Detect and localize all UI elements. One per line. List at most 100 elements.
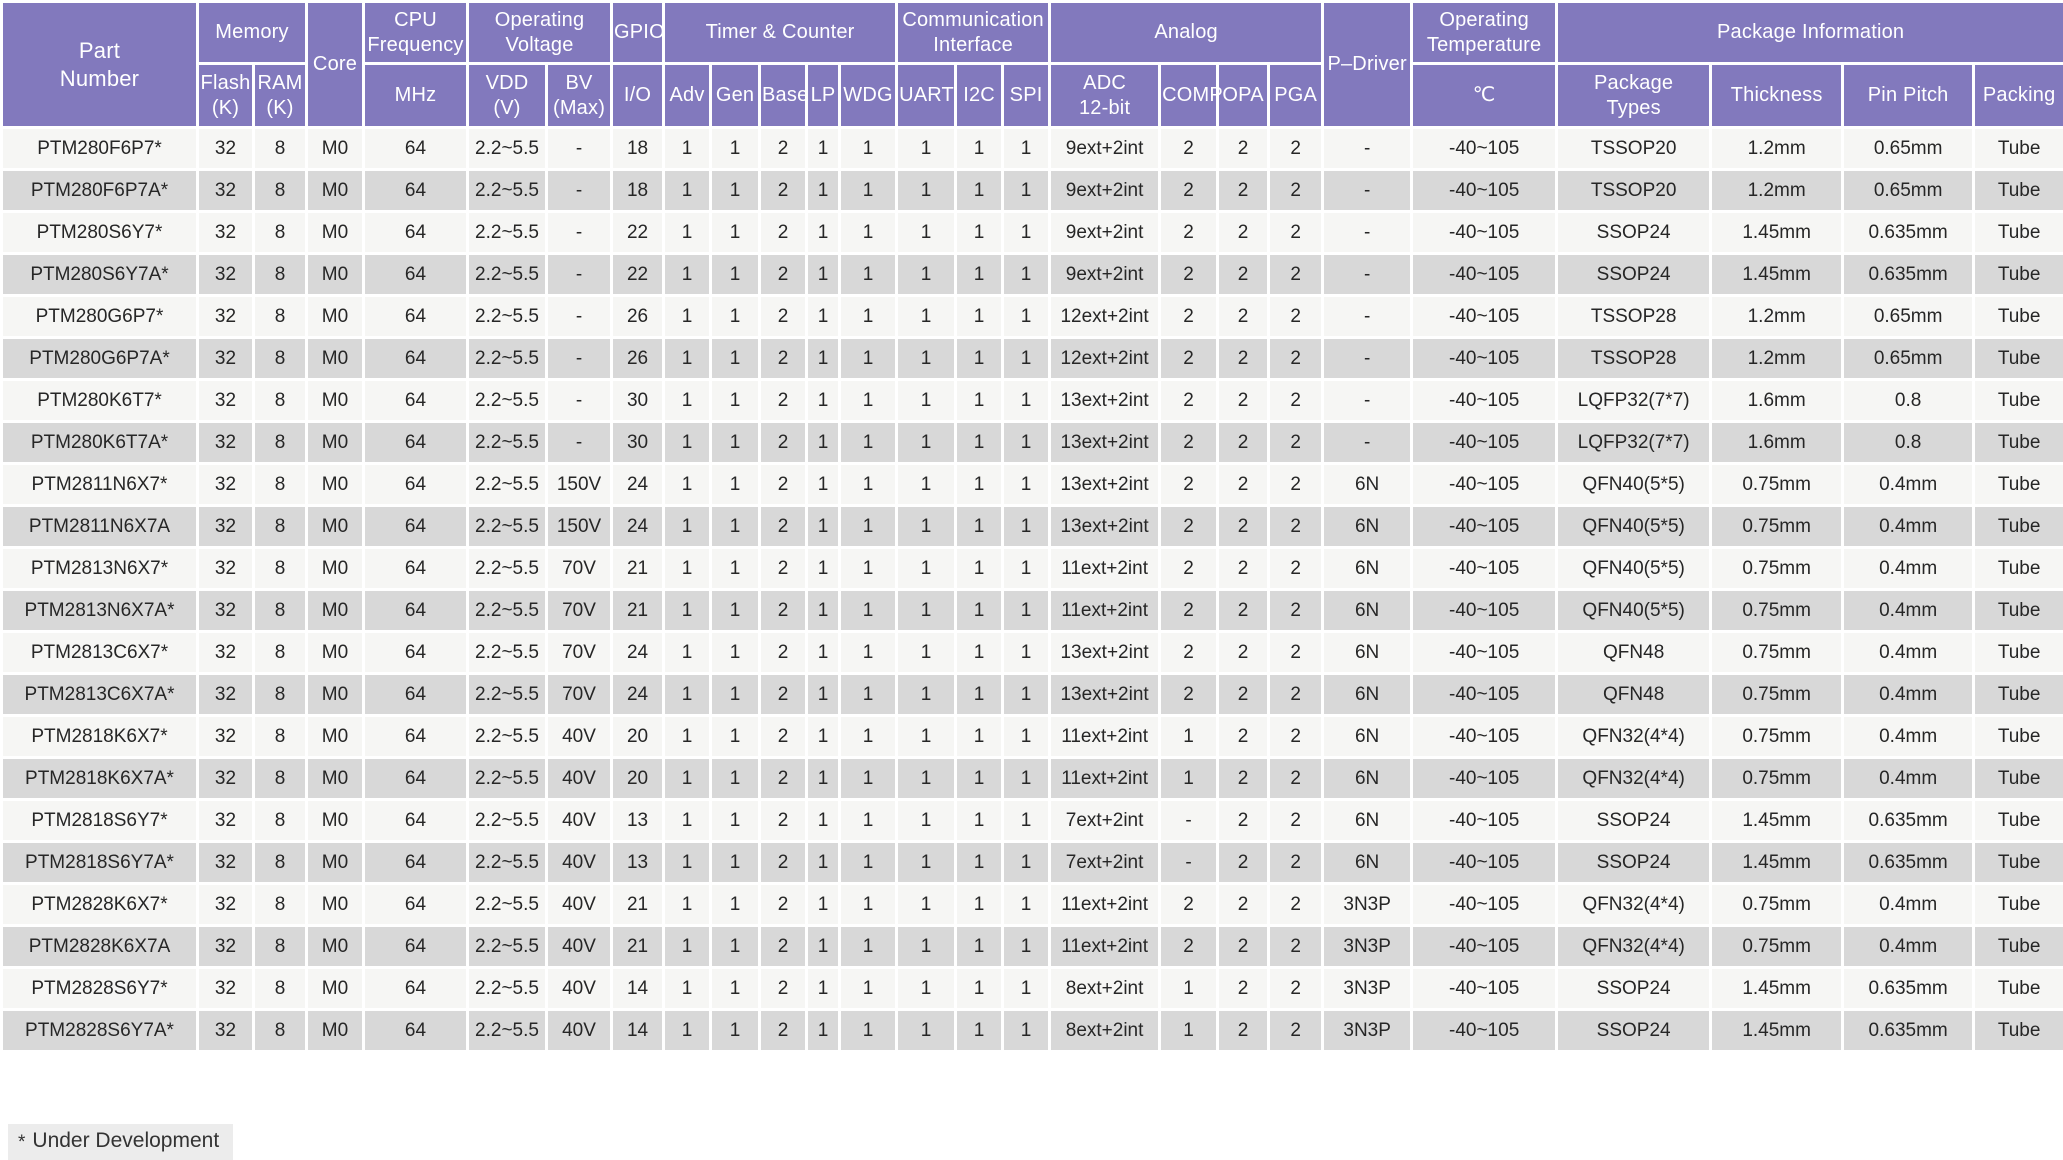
- table-cell: 1: [662, 756, 713, 801]
- part-number-cell: PTM2813N6X7*: [0, 546, 199, 591]
- table-cell: 2: [1158, 462, 1220, 507]
- table-cell: 2: [758, 1008, 809, 1053]
- table-cell: 1: [805, 798, 842, 843]
- table-cell: 1: [709, 294, 762, 339]
- table-cell: SSOP24: [1555, 210, 1713, 255]
- table-cell: Tube: [1972, 840, 2063, 885]
- table-cell: 1: [805, 756, 842, 801]
- table-cell: -40~105: [1410, 378, 1559, 423]
- table-row: PTM2818S6Y7A* 32 8 M0 64 2.2~5.5 40V 13 1 1 2 1 1 1 1 1…: [0, 840, 2063, 885]
- table-cell: 1: [662, 126, 713, 171]
- table-cell: 64: [362, 882, 469, 927]
- table-cell: 64: [362, 336, 469, 381]
- table-cell: 1: [662, 210, 713, 255]
- col-header-core: Core: [305, 0, 365, 129]
- table-cell: -40~105: [1410, 588, 1559, 633]
- table-cell: -40~105: [1410, 756, 1559, 801]
- table-cell: 1: [838, 840, 899, 885]
- table-cell: 11ext+2int: [1048, 882, 1162, 927]
- table-cell: 0.4mm: [1841, 882, 1976, 927]
- table-cell: -40~105: [1410, 294, 1559, 339]
- table-cell: 13ext+2int: [1048, 630, 1162, 675]
- table-cell: Tube: [1972, 462, 2063, 507]
- col-header-uart: UART: [895, 62, 958, 129]
- table-cell: 1: [709, 252, 762, 297]
- table-row: PTM2818K6X7* 32 8 M0 64 2.2~5.5 40V 20 1 1 2 1 1 1 1 1 1…: [0, 714, 2063, 759]
- table-cell: -: [544, 210, 614, 255]
- table-cell: 1: [838, 924, 899, 969]
- col-header-packing: Packing: [1972, 62, 2063, 129]
- table-cell: Tube: [1972, 924, 2063, 969]
- table-cell: 1: [662, 588, 713, 633]
- table-cell: 1: [1001, 630, 1052, 675]
- table-cell: 2.2~5.5: [466, 924, 548, 969]
- part-number-cell: PTM280S6Y7A*: [0, 252, 199, 297]
- table-cell: 8: [252, 798, 308, 843]
- table-cell: 2: [1267, 714, 1325, 759]
- table-cell: 1: [805, 504, 842, 549]
- table-cell: 1: [895, 630, 958, 675]
- table-cell: 21: [610, 882, 666, 927]
- table-cell: 2: [1158, 882, 1220, 927]
- table-cell: 2: [1158, 420, 1220, 465]
- table-cell: 2.2~5.5: [466, 126, 548, 171]
- table-cell: 1: [662, 252, 713, 297]
- table-cell: 2: [758, 420, 809, 465]
- table-row: PTM2813N6X7* 32 8 M0 64 2.2~5.5 70V 21 1 1 2 1 1 1 1 1 1…: [0, 546, 2063, 591]
- table-cell: 1: [662, 504, 713, 549]
- table-cell: 1: [895, 420, 958, 465]
- table-cell: M0: [305, 294, 365, 339]
- table-cell: 2.2~5.5: [466, 168, 548, 213]
- table-row: PTM2828S6Y7A* 32 8 M0 64 2.2~5.5 40V 14 1 1 2 1 1 1 1 1…: [0, 1008, 2063, 1053]
- table-row: PTM2828K6X7A 32 8 M0 64 2.2~5.5 40V 21 1 1 2 1 1 1 1 1 1…: [0, 924, 2063, 969]
- part-number-cell: PTM280K6T7A*: [0, 420, 199, 465]
- table-cell: 70V: [544, 546, 614, 591]
- table-cell: 1: [662, 672, 713, 717]
- table-cell: 32: [196, 966, 255, 1011]
- table-cell: 2: [758, 294, 809, 339]
- table-cell: 1.2mm: [1709, 168, 1845, 213]
- table-cell: 64: [362, 672, 469, 717]
- table-row: PTM2828S6Y7* 32 8 M0 64 2.2~5.5 40V 14 1 1 2 1 1 1 1 1 8…: [0, 966, 2063, 1011]
- table-cell: 1: [895, 336, 958, 381]
- table-cell: 8: [252, 126, 308, 171]
- table-cell: 1: [1001, 672, 1052, 717]
- table-cell: 1: [709, 168, 762, 213]
- table-cell: -: [544, 168, 614, 213]
- table-cell: M0: [305, 504, 365, 549]
- table-cell: 2: [1267, 924, 1325, 969]
- table-cell: 1: [895, 168, 958, 213]
- part-number-cell: PTM2811N6X7*: [0, 462, 199, 507]
- table-cell: 6N: [1321, 546, 1414, 591]
- table-cell: 2.2~5.5: [466, 672, 548, 717]
- table-cell: 2: [1158, 294, 1220, 339]
- table-cell: 1: [805, 126, 842, 171]
- table-cell: M0: [305, 966, 365, 1011]
- table-cell: 8: [252, 924, 308, 969]
- table-cell: 64: [362, 1008, 469, 1053]
- table-cell: -: [1321, 294, 1414, 339]
- part-number-cell: PTM2828K6X7*: [0, 882, 199, 927]
- table-cell: 1.45mm: [1709, 210, 1845, 255]
- table-cell: 0.75mm: [1709, 546, 1845, 591]
- col-header-package-types: Package Types: [1555, 62, 1713, 129]
- table-cell: 0.635mm: [1841, 252, 1976, 297]
- table-cell: 0.75mm: [1709, 714, 1845, 759]
- table-cell: 2: [1267, 378, 1325, 423]
- table-cell: 64: [362, 840, 469, 885]
- table-cell: 1: [895, 966, 958, 1011]
- table-cell: 3N3P: [1321, 924, 1414, 969]
- table-cell: 2: [758, 378, 809, 423]
- table-cell: 64: [362, 798, 469, 843]
- col-group-operating-temperature: Operating Temperature: [1410, 0, 1559, 65]
- table-cell: -: [1321, 420, 1414, 465]
- table-cell: 8: [252, 672, 308, 717]
- table-cell: 1: [1001, 504, 1052, 549]
- table-cell: 6N: [1321, 840, 1414, 885]
- table-cell: 2: [1216, 126, 1271, 171]
- table-cell: QFN40(5*5): [1555, 546, 1713, 591]
- table-cell: 32: [196, 630, 255, 675]
- table-row: PTM2811N6X7A 32 8 M0 64 2.2~5.5 150V 24 1 1 2 1 1 1 1 1…: [0, 504, 2063, 549]
- table-cell: 13ext+2int: [1048, 672, 1162, 717]
